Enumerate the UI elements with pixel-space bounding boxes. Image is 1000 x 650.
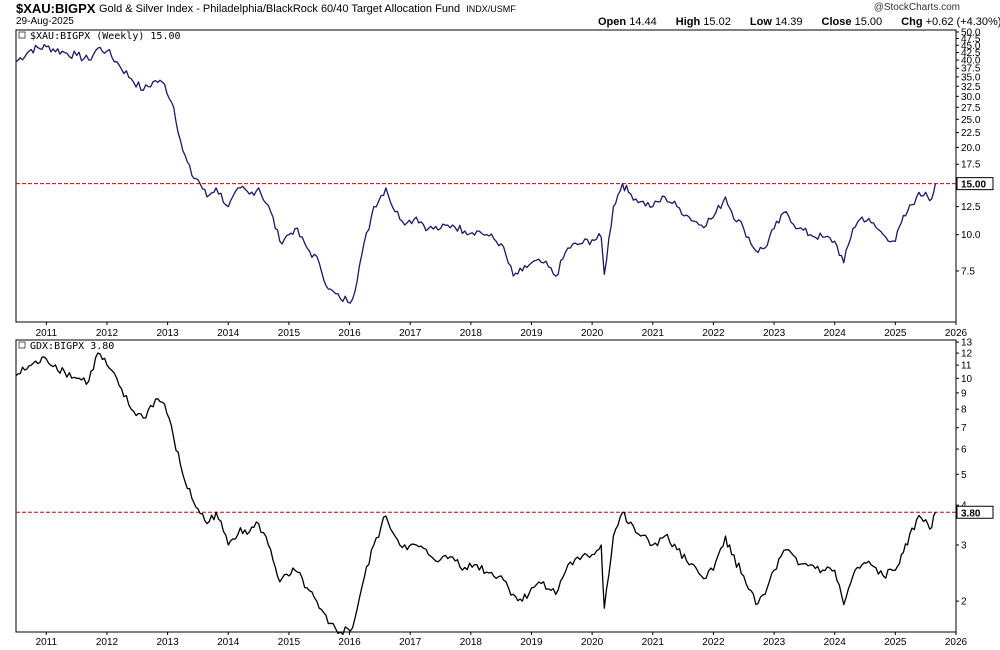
x-tick-label: 2016 xyxy=(338,637,361,648)
last-value-box xyxy=(956,505,994,519)
x-tick-label: 2025 xyxy=(884,328,907,339)
x-tick-label: 2025 xyxy=(884,637,907,648)
y-tick-label: 9 xyxy=(961,388,967,399)
chart-date: 29-Aug-2025 xyxy=(16,16,74,27)
y-tick-label: 7 xyxy=(961,423,967,434)
y-tick-label: 12 xyxy=(961,349,973,360)
y-tick-label: 20.0 xyxy=(961,143,981,154)
y-tick-label: 37.5 xyxy=(961,64,981,75)
x-tick-label: 2011 xyxy=(36,328,58,339)
symbol-title: $XAU:BIGPX xyxy=(16,1,96,16)
ohlc-high: High 15.02 xyxy=(676,16,739,28)
panel-icon xyxy=(18,31,26,39)
x-tick-label: 2014 xyxy=(217,637,240,648)
panel-frame xyxy=(15,29,957,323)
x-tick-label: 2012 xyxy=(96,637,119,648)
x-tick-label: 2026 xyxy=(945,328,968,339)
x-tick-label: 2022 xyxy=(702,637,725,648)
y-tick-label: 3 xyxy=(961,540,967,551)
x-tick-label: 2014 xyxy=(217,328,240,339)
x-tick-label: 2024 xyxy=(824,328,847,339)
stockcharts-brand[interactable]: @StockCharts.com xyxy=(873,2,960,13)
x-tick-label: 2021 xyxy=(642,328,665,339)
y-tick-label: 10 xyxy=(961,374,973,385)
ohlc-change-value: +0.62 (+4.30%) xyxy=(925,16,1000,28)
x-tick-label: 2017 xyxy=(399,328,422,339)
last-value-box xyxy=(956,177,994,191)
y-tick-label: 6 xyxy=(961,445,967,456)
y-tick-label: 40.0 xyxy=(961,56,981,67)
series-line xyxy=(15,352,936,636)
ohlc-high-value: 15.02 xyxy=(703,16,731,28)
x-tick-label: 2018 xyxy=(460,328,483,339)
x-tick-label: 2013 xyxy=(156,637,179,648)
ohlc-low: Low 14.39 xyxy=(750,16,811,28)
ohlc-summary: Open 14.44 High 15.02 Low 14.39 Close 15… xyxy=(598,16,1000,28)
x-tick-label: 2021 xyxy=(642,637,665,648)
x-tick-label: 2020 xyxy=(581,328,604,339)
ohlc-open-value: 14.44 xyxy=(629,16,657,28)
series-line xyxy=(15,43,937,304)
y-tick-label: 2 xyxy=(961,597,967,608)
description-text: Gold & Silver Index - Philadelphia/Black… xyxy=(99,3,461,15)
x-tick-label: 2017 xyxy=(399,637,422,648)
panel-frame xyxy=(15,339,957,633)
ohlc-close-label: Close xyxy=(821,16,852,28)
y-tick-label: 32.5 xyxy=(961,82,981,93)
x-tick-label: 2026 xyxy=(945,637,968,648)
x-tick-label: 2012 xyxy=(96,328,119,339)
symbol-description: Gold & Silver Index - Philadelphia/Black… xyxy=(99,3,516,15)
exchange-label: INDX/USMF xyxy=(466,4,516,14)
x-tick-label: 2011 xyxy=(36,637,58,648)
y-tick-label: 30.0 xyxy=(961,92,981,103)
ohlc-change: Chg +0.62 (+4.30%) xyxy=(901,16,1000,28)
y-tick-label: 42.5 xyxy=(961,48,981,59)
ohlc-change-label: Chg xyxy=(901,16,923,28)
y-tick-label: 12.5 xyxy=(961,202,981,213)
panel-title: GDX:BIGPX 3.80 xyxy=(30,341,114,352)
y-tick-label: 17.5 xyxy=(961,160,981,171)
chart-header: $XAU:BIGPX Gold & Silver Index - Philade… xyxy=(0,0,1000,30)
y-tick-label: 45.0 xyxy=(961,41,981,52)
y-tick-label: 8 xyxy=(961,405,967,416)
panel-icon xyxy=(18,341,26,349)
ohlc-close-value: 15.00 xyxy=(854,16,883,28)
x-tick-label: 2023 xyxy=(763,637,786,648)
y-tick-label: 35.0 xyxy=(961,72,981,83)
ohlc-close: Close 15.00 xyxy=(822,16,891,28)
ohlc-high-label: High xyxy=(675,16,701,28)
y-tick-label: 5 xyxy=(961,470,967,481)
last-value-label: 15.00 xyxy=(961,180,986,191)
ohlc-open-label: Open xyxy=(598,16,627,28)
ohlc-low-label: Low xyxy=(749,16,772,28)
x-tick-label: 2018 xyxy=(460,637,483,648)
x-tick-label: 2022 xyxy=(702,328,725,339)
y-tick-label: 25.0 xyxy=(961,115,981,126)
x-tick-label: 2024 xyxy=(824,637,847,648)
y-tick-label: 47.5 xyxy=(961,34,981,45)
x-tick-label: 2020 xyxy=(581,637,604,648)
x-tick-label: 2023 xyxy=(763,328,786,339)
x-tick-label: 2015 xyxy=(278,637,301,648)
last-value-label: 3.80 xyxy=(961,508,981,519)
x-tick-label: 2013 xyxy=(156,328,179,339)
ohlc-open: Open 14.44 xyxy=(598,16,665,28)
y-tick-label: 13 xyxy=(961,338,973,349)
y-tick-label: 10.0 xyxy=(961,230,981,241)
x-tick-label: 2015 xyxy=(278,328,301,339)
x-tick-label: 2016 xyxy=(338,328,361,339)
y-tick-label: 50.0 xyxy=(961,28,981,39)
y-tick-label: 22.5 xyxy=(961,128,981,139)
x-tick-label: 2019 xyxy=(520,637,543,648)
x-tick-label: 2019 xyxy=(520,328,543,339)
y-tick-label: 11 xyxy=(961,361,972,372)
y-tick-label: 7.5 xyxy=(961,266,975,277)
y-tick-label: 27.5 xyxy=(961,103,981,114)
ohlc-low-value: 14.39 xyxy=(774,16,803,28)
panel-title: $XAU:BIGPX (Weekly) 15.00 xyxy=(30,31,181,42)
